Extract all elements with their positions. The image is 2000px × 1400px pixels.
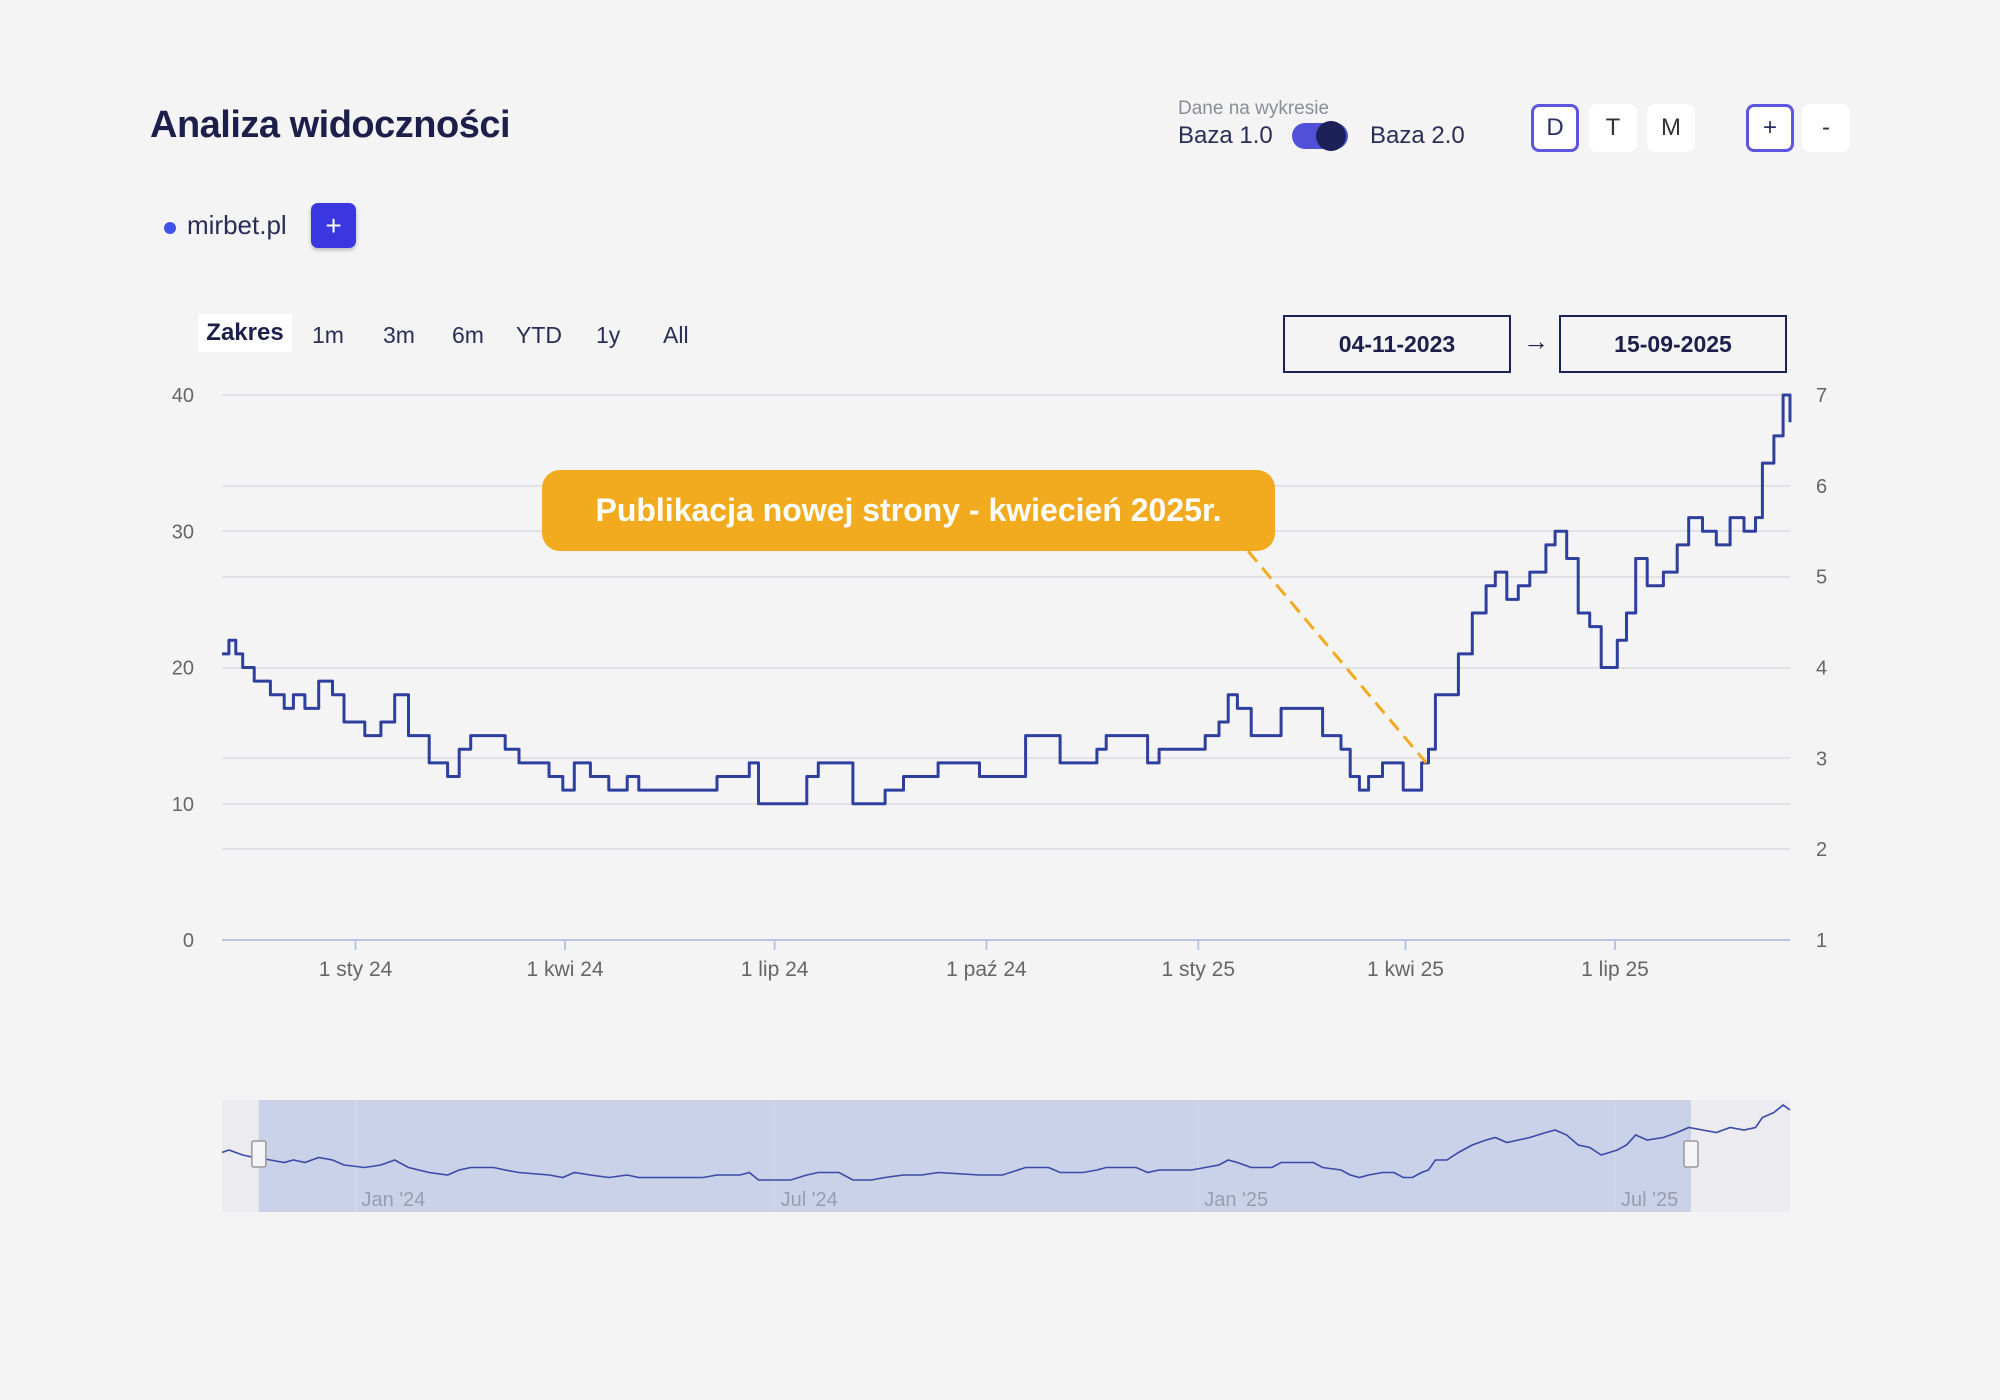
granularity-monthly-button[interactable]: M [1647,104,1695,152]
series-line-mirbet [222,393,1792,806]
y2-tick-label: 6 [1816,476,1827,498]
y2-tick-label: 2 [1816,839,1827,861]
range-all-button[interactable]: All [663,322,689,348]
x-tick-label: 1 kwi 24 [527,958,604,981]
y-tick-label: 20 [172,658,194,680]
zoom-in-button[interactable]: + [1746,104,1794,152]
x-tick-label: 1 lip 25 [1581,958,1649,981]
data-toggle-caption: Dane na wykresie [1178,98,1330,119]
y2-tick-label: 7 [1816,385,1827,407]
x-tick-label: 1 sty 25 [1161,958,1235,981]
date-to-input[interactable]: 15-09-2025 [1559,315,1787,373]
range-3m-button[interactable]: 3m [383,322,415,348]
navigator-tick-label: Jan '24 [362,1189,426,1211]
y-tick-label: 0 [183,930,194,952]
x-tick-label: 1 sty 24 [319,958,393,981]
y2-tick-label: 3 [1816,748,1827,770]
x-axis: 1 sty 24 1 kwi 24 1 lip 24 1 paź 24 1 sty 25… [319,940,1649,981]
navigator-series-line [221,1103,1791,1181]
navigator-selection[interactable] [258,1100,1691,1212]
annotation-callout: Publikacja nowej strony - kwiecień 2025r… [542,470,1275,551]
y-axis-left: 0 10 20 30 40 [172,385,194,952]
chart-grid [222,394,1790,850]
y2-tick-label: 4 [1816,658,1827,680]
navigator-tick-label: Jan '25 [1204,1189,1268,1211]
date-from-input[interactable]: 04-11-2023 [1283,315,1511,373]
add-series-button[interactable]: + [311,203,356,248]
page-title: Analiza widoczności [150,104,511,146]
granularity-daily-button[interactable]: D [1531,104,1579,152]
y-tick-label: 40 [172,385,194,407]
range-6m-button[interactable]: 6m [452,322,484,348]
base1-label: Baza 1.0 [1178,122,1273,149]
navigator-handle-right[interactable] [1683,1140,1699,1168]
range-ytd-button[interactable]: YTD [516,322,562,348]
database-toggle-knob[interactable] [1316,121,1346,151]
zoom-out-button[interactable]: - [1802,104,1850,152]
navigator-tick-label: Jul '25 [1621,1189,1678,1211]
series-color-dot [164,222,176,234]
base2-label: Baza 2.0 [1370,122,1465,149]
navigator[interactable]: Jan '24 Jul '24 Jan '25 Jul '25 [221,1100,1791,1212]
series-legend-label[interactable]: mirbet.pl [187,210,287,240]
navigator-ticks: Jan '24 Jul '24 Jan '25 Jul '25 [355,1100,1678,1212]
range-label: Zakres [198,314,292,352]
date-range-arrow: → [1523,326,1549,356]
navigator-handle-left[interactable] [251,1140,267,1168]
x-tick-label: 1 paź 24 [946,958,1027,981]
range-1y-button[interactable]: 1y [596,322,621,348]
range-1m-button[interactable]: 1m [312,322,344,348]
annotation-connector [1246,550,1428,764]
y-tick-label: 10 [172,794,194,816]
granularity-weekly-button[interactable]: T [1589,104,1637,152]
y-axis-right: 1 2 3 4 5 6 7 [1816,385,1827,952]
x-tick-label: 1 kwi 25 [1367,958,1444,981]
y-tick-label: 30 [172,521,194,543]
y2-tick-label: 1 [1816,930,1827,952]
y2-tick-label: 5 [1816,567,1827,589]
navigator-tick-label: Jul '24 [781,1189,838,1211]
x-tick-label: 1 lip 24 [741,958,809,981]
